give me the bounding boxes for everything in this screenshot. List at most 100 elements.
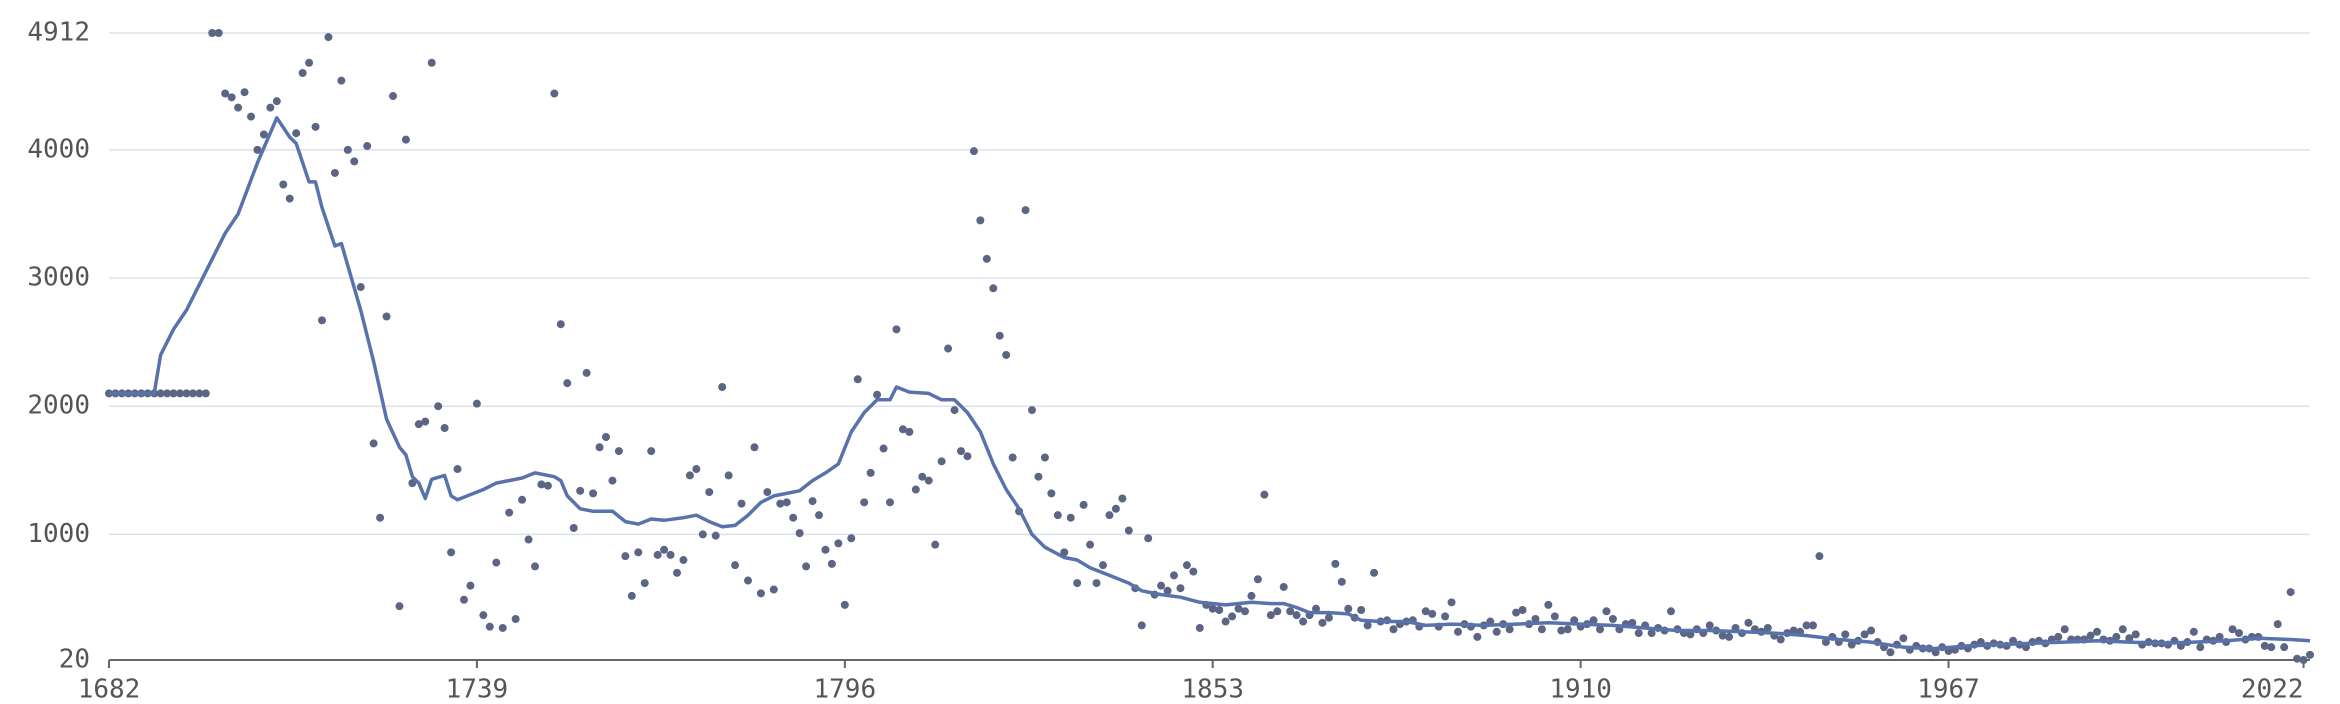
point (421, 417, 430, 426)
point (330, 168, 339, 177)
point (318, 316, 326, 325)
point (518, 495, 527, 504)
point (750, 443, 759, 452)
point (1040, 453, 1049, 462)
point (1370, 568, 1379, 577)
point (427, 58, 436, 67)
point (1073, 579, 1082, 588)
point (2293, 654, 2302, 663)
point (472, 399, 481, 408)
point (647, 447, 656, 456)
point (1725, 632, 1734, 641)
point (1028, 406, 1036, 415)
point (376, 513, 385, 522)
point (892, 325, 901, 334)
point (2093, 627, 2101, 636)
point (1099, 561, 1107, 570)
point (188, 389, 197, 398)
point (201, 389, 210, 398)
x-tick-label: 1853 (1181, 675, 1244, 704)
point (182, 389, 191, 398)
point (1118, 494, 1127, 503)
point (769, 585, 778, 594)
x-tick-label: 1967 (1917, 675, 1980, 704)
point (1060, 548, 1069, 557)
y-tick-label: 3000 (27, 263, 90, 293)
point (543, 481, 552, 490)
point (1454, 627, 1462, 636)
x-tick-label: 1796 (814, 675, 877, 704)
point (524, 535, 533, 544)
point (982, 254, 991, 263)
point (873, 390, 882, 399)
point (995, 331, 1004, 340)
point (343, 145, 352, 154)
point (2235, 629, 2243, 638)
point (389, 92, 397, 101)
point (1299, 617, 1308, 626)
point (1086, 540, 1095, 549)
point (679, 556, 688, 565)
point (808, 497, 817, 506)
point (1512, 608, 1521, 617)
point (724, 471, 733, 480)
point (608, 476, 617, 485)
point (221, 89, 230, 98)
point (1473, 632, 1482, 641)
point (1647, 629, 1656, 638)
point (963, 452, 972, 461)
point (1066, 513, 1075, 522)
point (1441, 612, 1450, 621)
point (1318, 618, 1327, 627)
point (1718, 631, 1727, 640)
point (1208, 604, 1217, 613)
point (414, 420, 423, 429)
x-tick-label: 1682 (78, 675, 141, 704)
point (511, 614, 520, 623)
point (853, 375, 862, 384)
point (1002, 350, 1011, 359)
point (1602, 607, 1611, 616)
point (905, 427, 914, 436)
point (789, 513, 798, 522)
point (2286, 588, 2295, 597)
point (234, 103, 243, 112)
point (382, 312, 391, 321)
point (1337, 577, 1346, 586)
point (2299, 656, 2308, 664)
point (1505, 625, 1514, 634)
point (1324, 613, 1333, 622)
point (259, 130, 268, 139)
point (1047, 489, 1056, 498)
point (711, 531, 720, 540)
point (556, 320, 565, 329)
point (698, 530, 707, 539)
point (1589, 616, 1598, 625)
point (782, 498, 791, 507)
point (776, 499, 785, 508)
point (1815, 552, 1824, 561)
point (156, 389, 165, 398)
point (1421, 607, 1430, 616)
point (440, 424, 449, 433)
point (395, 602, 404, 611)
point (1182, 561, 1191, 570)
point (1763, 623, 1772, 632)
point (1021, 206, 1030, 215)
point (266, 103, 275, 112)
point (563, 379, 572, 388)
point (2306, 650, 2314, 659)
point (247, 112, 255, 121)
point (434, 402, 443, 411)
point (802, 562, 811, 571)
point (1157, 581, 1166, 590)
point (795, 529, 804, 538)
point (169, 389, 178, 398)
point (1686, 630, 1695, 639)
point (1111, 504, 1120, 513)
point (718, 383, 727, 392)
point (666, 550, 675, 559)
point (2125, 634, 2134, 643)
y-tick-label: 2000 (27, 391, 90, 421)
